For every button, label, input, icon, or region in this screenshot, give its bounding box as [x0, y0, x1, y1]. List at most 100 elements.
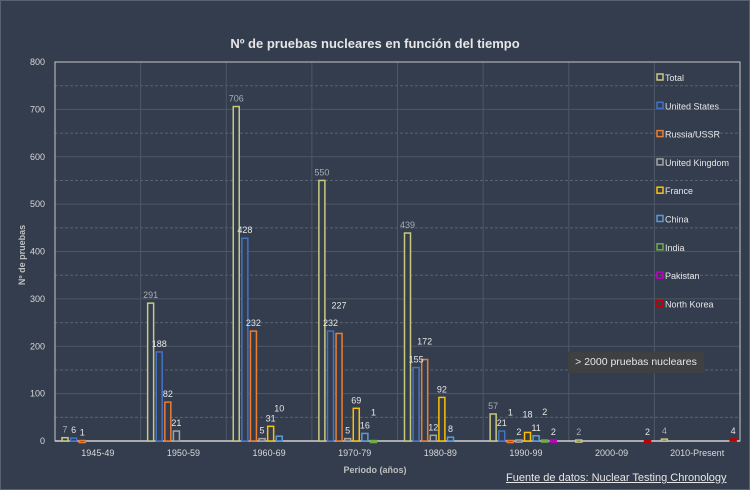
- chart-title: Nº de pruebas nucleares en función del t…: [230, 36, 520, 51]
- legend-label: United Kingdom: [665, 158, 729, 168]
- bar-united-states: [69, 437, 78, 442]
- legend-label: North Korea: [665, 299, 714, 309]
- data-label: 291: [143, 290, 158, 300]
- bar-north-korea: [729, 438, 737, 442]
- bar-total: [489, 413, 497, 442]
- data-label: 2: [645, 427, 650, 437]
- data-label: 2: [542, 407, 547, 417]
- data-label: 7: [62, 425, 67, 435]
- y-tick-label: 300: [30, 294, 45, 304]
- bar-russia-ussr: [335, 332, 343, 442]
- bar-united-kingdom: [172, 430, 181, 442]
- x-tick-label: 2000-09: [595, 448, 628, 458]
- bar-united-kingdom: [258, 437, 266, 442]
- legend-swatch: [656, 158, 664, 166]
- data-label: 10: [274, 403, 284, 413]
- data-label: 21: [497, 418, 507, 428]
- x-tick-label: 2010-Present: [670, 448, 725, 458]
- bar-united-states: [412, 366, 420, 442]
- data-label: 428: [237, 225, 252, 235]
- y-tick-label: 500: [30, 199, 45, 209]
- data-label: 57: [488, 401, 498, 411]
- legend-label: Pakistan: [665, 271, 700, 281]
- y-tick-label: 200: [30, 341, 45, 351]
- bar-united-kingdom: [515, 439, 523, 443]
- data-label: 4: [731, 426, 736, 436]
- annotation-box: > 2000 pruebas nucleares: [568, 352, 704, 373]
- bar-united-kingdom: [343, 437, 352, 442]
- data-label: 6: [71, 425, 76, 435]
- legend-label: China: [665, 215, 689, 225]
- data-label: 439: [400, 220, 415, 230]
- bar-united-states: [326, 330, 335, 442]
- x-tick-label: 1980-89: [424, 448, 457, 458]
- x-tick-label: 1970-79: [338, 448, 371, 458]
- data-label: 31: [266, 413, 276, 423]
- data-label: 1: [508, 408, 513, 418]
- data-label: 21: [171, 418, 181, 428]
- data-label: 232: [246, 318, 261, 328]
- legend-label: France: [665, 186, 693, 196]
- legend-swatch: [656, 73, 664, 81]
- bar-total: [61, 436, 69, 442]
- data-label: 5: [260, 426, 265, 436]
- x-tick-label: 1960-69: [253, 448, 286, 458]
- data-label: 8: [448, 424, 453, 434]
- bar-total: [146, 302, 155, 442]
- data-label: 232: [323, 318, 338, 328]
- data-label: 16: [360, 420, 370, 430]
- data-label: 5: [345, 426, 350, 436]
- data-label: 11: [531, 423, 540, 433]
- bar-india: [540, 439, 549, 443]
- data-label: 12: [428, 422, 438, 432]
- legend-label: India: [665, 243, 685, 253]
- y-tick-label: 0: [40, 436, 45, 446]
- data-label: 82: [163, 389, 173, 399]
- x-tick-label: 1950-59: [167, 448, 200, 458]
- data-label: 1: [371, 408, 376, 418]
- bar-united-states: [241, 237, 249, 442]
- legend-swatch: [656, 299, 664, 308]
- x-axis-label: Periodo (años): [343, 465, 407, 475]
- legend-swatch: [656, 271, 664, 279]
- legend-swatch: [656, 101, 664, 110]
- bar-united-states: [155, 351, 163, 442]
- data-label: 172: [417, 337, 432, 347]
- bar-russia-ussr: [164, 401, 172, 442]
- data-label: 2: [551, 427, 556, 437]
- data-label: 4: [662, 426, 667, 436]
- bar-france: [523, 431, 532, 442]
- legend-swatch: [656, 129, 664, 138]
- data-label: 188: [152, 339, 167, 349]
- bar-china: [446, 436, 455, 442]
- data-label: 706: [229, 94, 244, 104]
- legend-label: Total: [665, 73, 684, 83]
- data-label: 155: [409, 355, 424, 365]
- bar-france: [352, 407, 361, 442]
- bar-russia-ussr: [78, 439, 86, 444]
- bar-pakistan: [549, 439, 558, 443]
- bar-china: [532, 435, 540, 442]
- bar-united-kingdom: [429, 434, 438, 442]
- data-label: 92: [437, 384, 447, 394]
- data-label: 69: [351, 395, 361, 405]
- data-label: 18: [523, 409, 533, 419]
- data-label: 1: [80, 428, 85, 438]
- x-tick-label: 1990-99: [509, 448, 542, 458]
- bar-north-korea: [643, 439, 652, 443]
- bar-total: [232, 105, 240, 442]
- data-label: 550: [314, 167, 329, 177]
- source-link[interactable]: Fuente de datos: Nuclear Testing Chronol…: [506, 472, 727, 484]
- bar-china: [361, 432, 369, 442]
- bar-china: [275, 435, 283, 442]
- bar-france: [266, 425, 275, 442]
- bar-total: [403, 232, 412, 442]
- data-label: 2: [576, 427, 581, 437]
- bar-russia-ussr: [420, 358, 429, 442]
- y-tick-label: 700: [30, 104, 45, 114]
- data-label: 2: [516, 427, 521, 437]
- bar-total: [660, 438, 669, 442]
- legend-swatch: [656, 243, 664, 251]
- bar-france: [438, 396, 446, 442]
- y-tick-label: 400: [30, 247, 45, 257]
